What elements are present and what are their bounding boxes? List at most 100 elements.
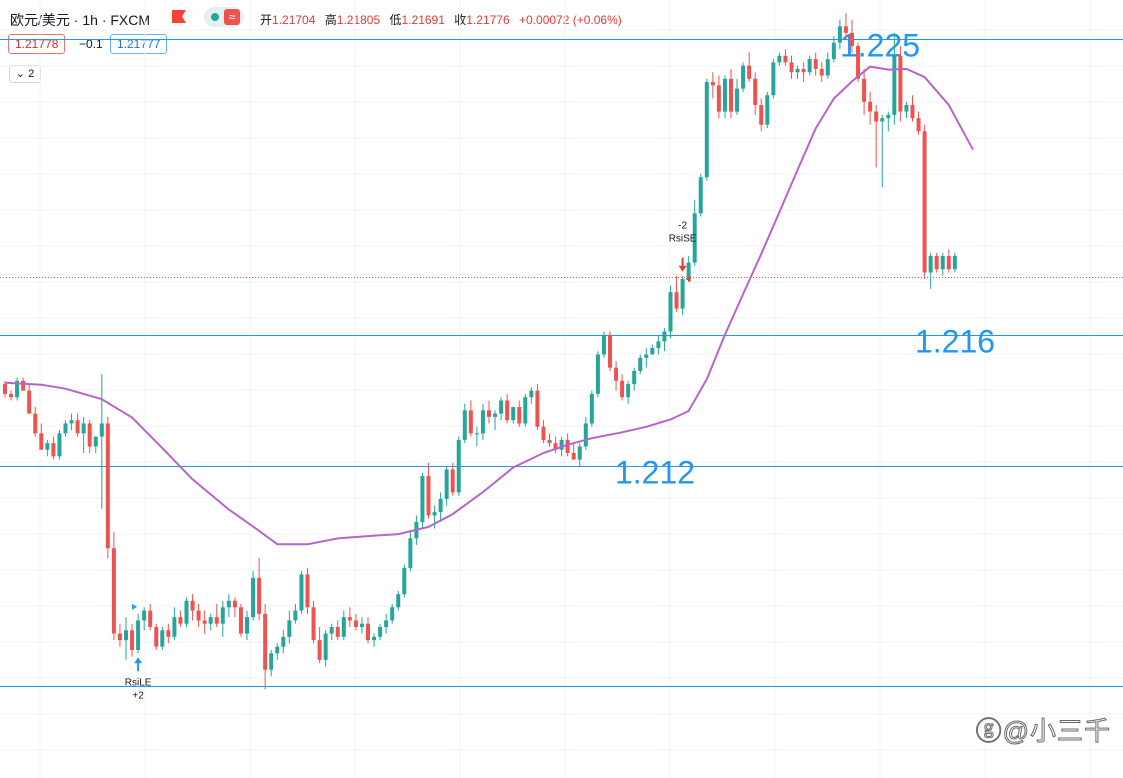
candle (819, 62, 824, 83)
candle-body (202, 620, 207, 624)
candle (722, 75, 727, 119)
candle-body (777, 55, 782, 63)
candle (99, 374, 104, 509)
candle-body (583, 423, 588, 447)
signal-name: RsiSE (669, 234, 697, 245)
candle-body (644, 354, 649, 358)
candle (251, 571, 256, 621)
candle-body (716, 85, 721, 112)
candle-body (172, 617, 177, 637)
candle (553, 436, 558, 454)
candle-body (722, 78, 727, 112)
candle (160, 626, 165, 650)
candle-body (505, 400, 510, 421)
candle (450, 462, 455, 496)
candle (499, 397, 504, 421)
candle-body (57, 433, 62, 457)
candle-body (674, 292, 679, 309)
candle (729, 68, 733, 119)
candle (837, 19, 842, 50)
candle (57, 430, 62, 460)
entry-marker-icon (132, 603, 138, 610)
candle-body (117, 633, 122, 641)
candle-body (257, 577, 262, 614)
candle (952, 252, 957, 273)
candle-body (559, 439, 564, 450)
candle (172, 607, 177, 641)
candle-body (208, 617, 213, 624)
candle (698, 173, 703, 217)
candle (511, 407, 516, 424)
candle (886, 111, 891, 132)
candle (535, 384, 540, 431)
candle-body (910, 105, 915, 119)
flag-icon-shape (172, 10, 186, 23)
candle (335, 620, 340, 641)
candle-body (341, 617, 346, 637)
high-value: 1.21805 (336, 13, 381, 27)
candle (807, 55, 812, 76)
chevron-down-icon: ⌄ (15, 68, 26, 80)
candle (517, 400, 522, 427)
candle-body (577, 446, 582, 460)
title-separator: · (101, 12, 111, 28)
interval: 1h (82, 12, 98, 28)
candle-body (190, 600, 195, 611)
exit-marker-icon (685, 276, 691, 283)
candle (323, 630, 328, 667)
candle-body (614, 367, 619, 381)
candle (638, 354, 643, 375)
candle (868, 91, 873, 125)
candle-body (384, 620, 389, 627)
candle-body (390, 607, 395, 621)
high-label: 高 (324, 13, 337, 27)
candle (353, 613, 358, 631)
level-label: 1.212 (615, 455, 695, 491)
candle (934, 252, 939, 273)
market-status-toggle[interactable]: ≈ (204, 7, 244, 27)
flag-icon[interactable] (172, 10, 186, 23)
candle-body (952, 256, 957, 270)
candle-body (275, 646, 280, 654)
candle-body (765, 95, 770, 125)
candle-body (251, 577, 256, 618)
candle-body (238, 607, 243, 634)
candle-body (317, 640, 322, 660)
candle-body (420, 475, 425, 522)
candle (692, 200, 697, 266)
candle (862, 68, 867, 115)
candle-body (704, 82, 709, 178)
candle-body (142, 610, 147, 621)
candle-body (589, 393, 594, 424)
candle (898, 45, 903, 122)
market-open-dot-icon (211, 13, 219, 21)
candle (311, 600, 316, 644)
candle (777, 52, 782, 66)
candle-body (741, 65, 746, 89)
candle (771, 59, 776, 99)
candle-body (601, 334, 606, 355)
candle (632, 367, 637, 391)
candle (789, 55, 794, 79)
watermark-text: @小三千 (1002, 716, 1111, 747)
candle (759, 98, 764, 132)
candle-body (523, 397, 528, 424)
candle-body (862, 78, 867, 102)
candle-body (63, 423, 68, 434)
candle-body (287, 620, 292, 637)
candle (214, 604, 219, 627)
candle-body (541, 426, 546, 440)
candle (577, 443, 582, 467)
candle-body (426, 475, 431, 516)
candle-body (638, 357, 643, 371)
candle-body (214, 617, 219, 624)
candle (184, 597, 189, 627)
candle (444, 466, 449, 506)
sell-arrow-icon (678, 257, 687, 272)
candle (372, 633, 377, 647)
candle-body (487, 410, 491, 417)
candle-body (940, 256, 945, 270)
candle-body (281, 636, 286, 647)
